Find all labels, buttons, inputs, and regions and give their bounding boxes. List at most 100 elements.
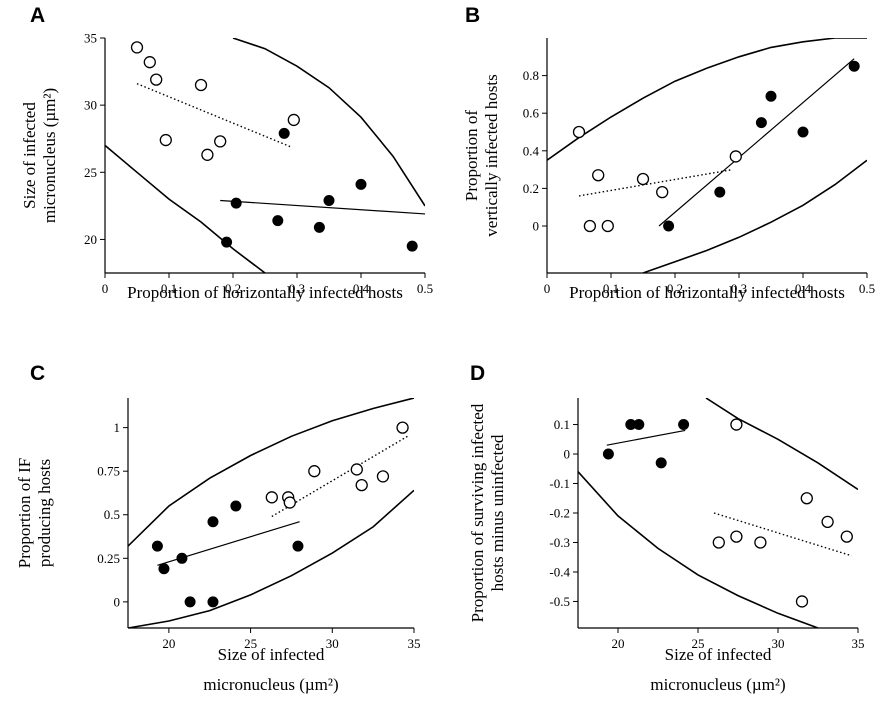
y-tick-label: 25 — [84, 165, 97, 180]
confidence-envelope-upper — [705, 398, 858, 491]
data-point-open — [130, 41, 144, 54]
panel-b: B 0 0.1 0.2 0.3 0.4 0.5 0 0.2 0.4 0.6 0.8 Proportion… — [462, 4, 875, 302]
panel-letter: A — [30, 4, 45, 27]
data-point-open — [712, 536, 725, 549]
data-point-open — [583, 219, 597, 233]
y-axis-title: Proportion of IF — [15, 458, 34, 569]
x-axis-title: Size of infected — [218, 645, 325, 664]
y-tick-label: 0.4 — [523, 143, 540, 158]
data-point-open — [754, 536, 767, 549]
y-tick-label: 0.25 — [97, 551, 120, 566]
panel-d: D 20 25 30 35 0.1 0 -0.1 -0.2 -0.3 -0.4 -0.5 Size of… — [468, 362, 865, 694]
data-point-open — [656, 186, 669, 199]
panel-a: A 0 0.1 0.2 0.3 0.4 0.5 20 25 30 35 Proportion of h… — [20, 4, 433, 302]
x-tick-label: 20 — [612, 636, 625, 651]
panel-c: C 20 25 30 35 0 0.25 0.5 0.75 1 Size of infected mi… — [15, 362, 421, 694]
data-point-open — [214, 135, 227, 148]
data-point-open — [355, 478, 368, 492]
data-point-filled — [272, 215, 284, 227]
x-axis-title: Size of infected — [665, 645, 772, 664]
x-axis-title: Proportion of horizontally infected host… — [569, 283, 845, 302]
data-point-filled — [663, 220, 675, 232]
data-point-filled — [655, 457, 667, 469]
x-tick-label: 0.4 — [353, 281, 370, 296]
y-axis-title: hosts minus uninfected — [488, 434, 507, 591]
x-tick-label: 0.4 — [795, 281, 812, 296]
data-point-open — [350, 463, 363, 476]
confidence-envelope-lower — [578, 471, 819, 628]
data-point-open — [308, 465, 321, 478]
x-axis-title: micronucleus (µm²) — [203, 675, 338, 694]
x-tick-label: 25 — [692, 636, 705, 651]
x-axis-title: Proportion of horizontally infected host… — [127, 283, 403, 302]
data-point-filled — [207, 596, 219, 608]
x-tick-label: 35 — [408, 636, 421, 651]
panel-letter: C — [30, 362, 45, 385]
data-point-filled — [313, 221, 325, 233]
confidence-envelope-upper — [547, 38, 867, 161]
x-axis-title: micronucleus (µm²) — [650, 675, 785, 694]
x-tick-label: 0.5 — [859, 281, 875, 296]
y-axis-title: producing hosts — [35, 459, 54, 567]
y-tick-label: 0.1 — [554, 417, 570, 432]
y-tick-label: 20 — [84, 232, 97, 247]
y-tick-label: 30 — [84, 98, 97, 113]
y-axis-title: vertically infected hosts — [482, 74, 501, 236]
y-tick-label: 0.6 — [523, 106, 540, 121]
plot-area — [128, 398, 414, 628]
y-tick-label: 0 — [564, 447, 571, 462]
y-tick-label: -0.3 — [549, 535, 570, 550]
data-point-filled — [355, 178, 367, 190]
data-point-filled — [221, 236, 233, 248]
x-tick-label: 0 — [544, 281, 551, 296]
data-point-open — [150, 73, 163, 86]
plot-area — [105, 38, 425, 273]
y-tick-label: -0.4 — [549, 564, 570, 579]
data-point-open — [601, 219, 614, 233]
data-point-filled — [633, 419, 645, 431]
fit-line-filled-group — [658, 58, 855, 227]
data-point-open — [572, 125, 586, 139]
data-point-filled — [230, 500, 242, 512]
y-tick-label: 35 — [84, 31, 97, 46]
confidence-envelope-upper — [128, 398, 414, 547]
data-point-open — [729, 150, 742, 163]
y-tick-label: 0.8 — [523, 68, 539, 83]
data-point-open — [143, 56, 156, 69]
data-point-open — [201, 148, 214, 161]
data-point-filled — [184, 596, 196, 608]
x-tick-label: 0.2 — [667, 281, 683, 296]
data-point-filled — [151, 540, 163, 552]
y-tick-label: 0 — [114, 594, 121, 609]
data-point-filled — [278, 127, 290, 139]
data-point-filled — [602, 448, 614, 460]
panel-letter: D — [470, 362, 485, 385]
data-point-open — [376, 470, 390, 483]
x-tick-label: 30 — [772, 636, 785, 651]
y-axis-title: Proportion of surviving infected — [468, 403, 487, 622]
x-tick-label: 25 — [244, 636, 257, 651]
x-tick-label: 0.2 — [225, 281, 241, 296]
y-axis-title: micronucleus (µm²) — [40, 88, 59, 223]
x-tick-label: 0 — [102, 281, 109, 296]
plot-area — [547, 38, 867, 273]
data-point-filled — [797, 126, 809, 138]
data-point-filled — [755, 117, 767, 129]
confidence-envelope-lower — [105, 144, 266, 273]
data-point-open — [159, 133, 172, 147]
y-tick-label: 0.2 — [523, 181, 539, 196]
confidence-envelope-lower — [128, 489, 414, 628]
y-tick-label: -0.2 — [549, 506, 570, 521]
y-tick-label: 0 — [533, 219, 540, 234]
data-point-filled — [207, 516, 219, 528]
x-tick-label: 35 — [852, 636, 865, 651]
fit-line-open-group — [713, 512, 852, 557]
x-tick-label: 20 — [162, 636, 175, 651]
data-point-filled — [765, 90, 777, 102]
data-point-filled — [292, 540, 304, 552]
data-point-open — [730, 418, 743, 431]
data-point-open — [283, 496, 296, 509]
data-point-open — [800, 492, 813, 505]
data-point-filled — [176, 552, 188, 564]
y-tick-label: 0.75 — [97, 464, 120, 479]
